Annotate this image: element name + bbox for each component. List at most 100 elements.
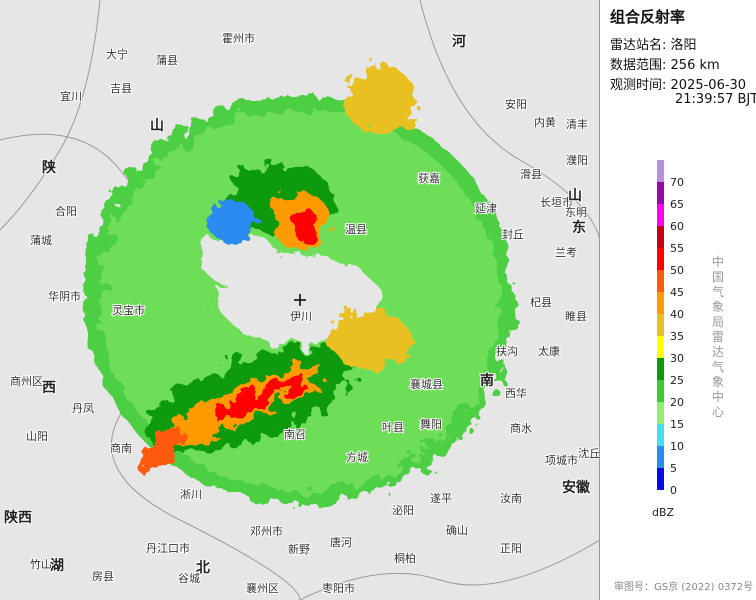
place-label: 沈丘 — [578, 446, 600, 460]
legend-label: 35 — [670, 330, 684, 343]
review-number: 审图号：GS京 (2022) 0372号 — [614, 582, 754, 593]
place-label: 宜川 — [60, 89, 82, 103]
place-label: 泌阳 — [392, 504, 414, 517]
place-label: 谷城 — [178, 572, 200, 585]
province-label: 西 — [42, 380, 56, 396]
value: 2025-06-30 — [670, 78, 747, 93]
legend-label: 15 — [670, 418, 684, 431]
place-label: 封丘 — [502, 227, 524, 241]
legend-label: 20 — [670, 396, 684, 409]
legend-swatch — [657, 204, 664, 226]
place-label: 伊川 — [290, 310, 312, 323]
value: 256 km — [670, 58, 720, 73]
place-label: 霍州市 — [222, 31, 255, 45]
place-label: 襄城县 — [410, 377, 443, 391]
info-panel: 组合反射率 雷达站名: 洛阳 数据范围: 256 km 观测时间: 2025-0… — [600, 0, 756, 600]
place-label: 竹山 — [30, 557, 52, 571]
legend-swatch — [657, 270, 664, 292]
radar-site — [294, 294, 306, 306]
province-label: 湖 — [50, 558, 64, 574]
value: 洛阳 — [670, 38, 697, 53]
place-label: 确山 — [446, 524, 468, 537]
place-label: 扶沟 — [496, 344, 518, 358]
legend-swatch — [657, 402, 664, 424]
place-label: 正阳 — [500, 542, 522, 555]
legend-label: 5 — [670, 462, 677, 475]
place-label: 东明 — [565, 206, 587, 219]
place-label: 合阳 — [55, 204, 77, 218]
place-label: 遂平 — [430, 491, 452, 505]
station-row: 雷达站名: 洛阳 — [610, 34, 697, 53]
place-label: 汝南 — [500, 491, 522, 505]
place-label: 吉县 — [110, 82, 132, 95]
place-label: 太康 — [538, 344, 560, 358]
legend-label: 0 — [670, 484, 677, 497]
place-label: 长垣市 — [540, 195, 573, 209]
place-label: 获嘉 — [418, 171, 440, 185]
province-label: 山 — [150, 118, 164, 134]
agency: 中国气象局雷达气象中心 — [712, 255, 725, 419]
legend-label: 30 — [670, 352, 684, 365]
place-label: 淅川 — [180, 487, 202, 501]
legend-swatch — [657, 160, 664, 182]
label: 数据范围: — [610, 58, 667, 73]
time-value: 21:39:57 BJT — [675, 92, 756, 107]
place-label: 方城 — [346, 450, 368, 464]
legend-swatch — [657, 248, 664, 270]
province-label: 山 — [568, 188, 582, 204]
legend-label: 70 — [670, 176, 684, 189]
place-label: 延津 — [475, 202, 497, 215]
legend-label: 10 — [670, 440, 684, 453]
place-label: 濮阳 — [566, 153, 588, 167]
place-label: 西华 — [505, 386, 527, 400]
place-label: 灵宝市 — [112, 303, 145, 317]
legend-label: 55 — [670, 242, 684, 255]
province-label: 安徽 — [562, 479, 591, 496]
legend-swatch — [657, 226, 664, 248]
legend-swatch — [657, 424, 664, 446]
color-legend: 0 5 10 15 20 25 30 35 40 45 50 55 60 65 70 dBZ — [652, 160, 684, 519]
time-row: 观测时间: 2025-06-30 — [610, 74, 746, 93]
legend-swatch — [657, 468, 664, 490]
place-label: 安阳 — [505, 97, 527, 111]
place-label: 商州区 — [10, 374, 43, 388]
place-label: 兰考 — [555, 246, 577, 259]
province-label: 北 — [196, 560, 210, 576]
legend-swatch — [657, 182, 664, 204]
place-label: 杞县 — [530, 295, 552, 309]
legend-label: 45 — [670, 286, 684, 299]
place-label: 山阳 — [26, 430, 48, 443]
place-label: 蒲城 — [30, 233, 52, 247]
place-label: 桐柏 — [394, 551, 416, 565]
place-label: 内黄 — [534, 115, 556, 129]
place-label: 邓州市 — [250, 524, 283, 538]
legend-swatch — [657, 314, 664, 336]
range-row: 数据范围: 256 km — [610, 54, 720, 73]
place-label: 商南 — [110, 441, 132, 455]
place-label: 蒲县 — [156, 53, 178, 67]
place-label: 滑县 — [520, 168, 542, 181]
legend-label: 50 — [670, 264, 684, 277]
legend-label: 60 — [670, 220, 684, 233]
place-label: 舞阳 — [420, 418, 442, 431]
legend-label: 65 — [670, 198, 684, 211]
place-label: 大宁 — [106, 47, 128, 61]
place-label: 丹凤 — [72, 402, 94, 415]
province-label: 陕西 — [4, 509, 32, 526]
legend-swatch — [657, 380, 664, 402]
legend-swatch — [657, 358, 664, 380]
place-label: 清丰 — [566, 118, 588, 131]
place-label: 项城市 — [545, 453, 578, 467]
title: 组合反射率 — [610, 8, 686, 26]
place-label: 南召 — [284, 428, 306, 441]
province-label: 南 — [480, 372, 494, 389]
province-label: 河 — [452, 33, 466, 50]
legend-label: 40 — [670, 308, 684, 321]
place-label: 华阴市 — [48, 289, 81, 303]
place-label: 睢县 — [565, 310, 587, 323]
place-label: 房县 — [92, 570, 114, 583]
place-label: 叶县 — [382, 421, 404, 434]
legend-swatch — [657, 336, 664, 358]
